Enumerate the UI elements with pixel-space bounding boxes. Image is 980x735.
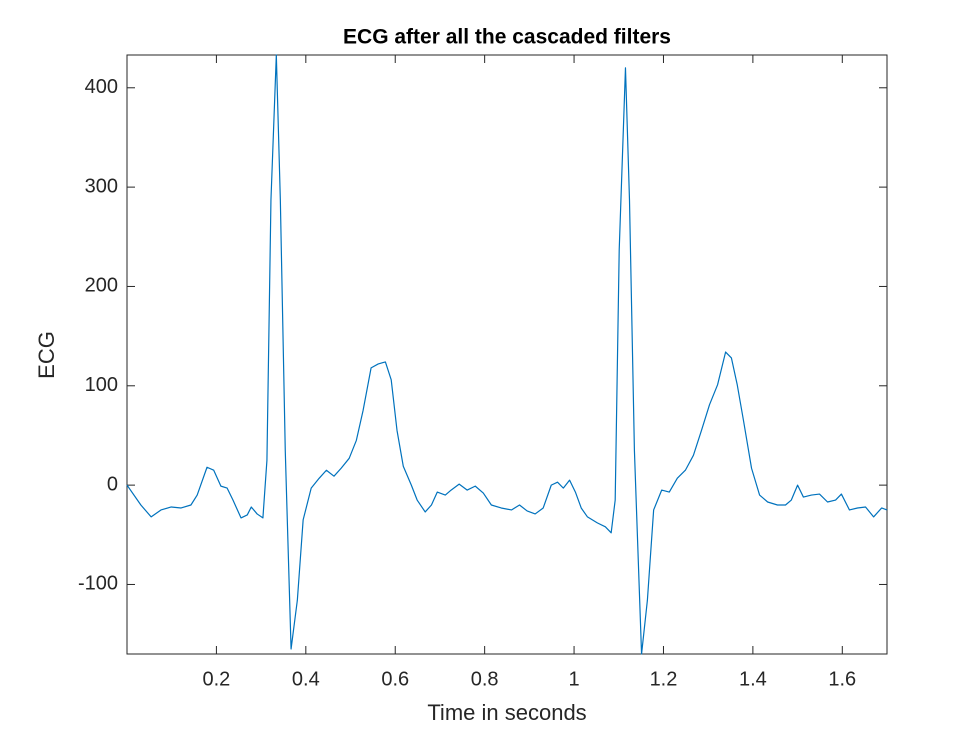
x-tick-label: 0.6	[381, 668, 409, 690]
y-tick-label: 100	[85, 374, 118, 396]
x-tick-label: 1.2	[650, 668, 678, 690]
x-tick-label: 0.4	[292, 668, 320, 690]
y-tick-label: -100	[78, 573, 118, 595]
x-tick-label: 1.4	[739, 668, 767, 690]
y-axis-label: ECG	[34, 331, 59, 379]
y-tick-label: 300	[85, 175, 118, 197]
x-tick-label: 1.6	[828, 668, 856, 690]
axes-box	[126, 54, 888, 655]
y-tick-label: 0	[107, 473, 118, 495]
chart-title: ECG after all the cascaded filters	[343, 26, 671, 49]
y-tick-label: 200	[85, 275, 118, 297]
x-tick-label: 0.8	[471, 668, 499, 690]
x-tick-label: 0.2	[203, 668, 231, 690]
y-tick-label: 400	[85, 76, 118, 98]
x-axis-label: Time in seconds	[427, 700, 586, 725]
x-tick-label: 1	[568, 668, 579, 690]
ecg-line	[126, 54, 888, 655]
